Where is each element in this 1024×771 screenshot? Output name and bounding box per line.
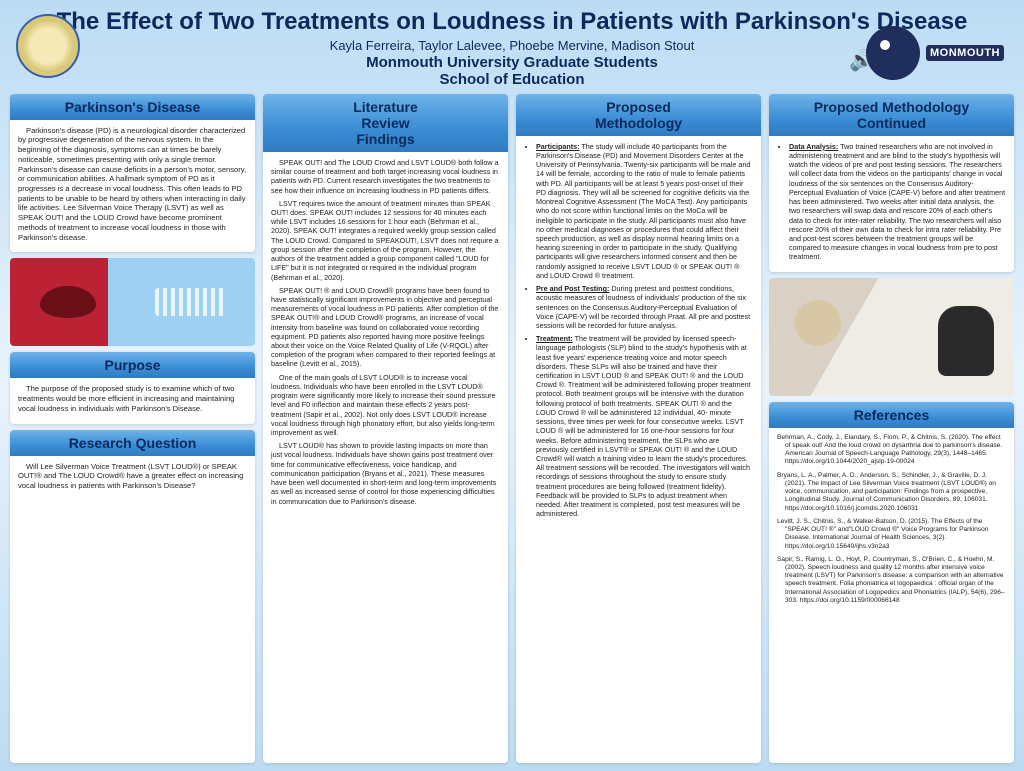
lit-p2: LSVT requires twice the amount of treatm… [271,199,500,282]
prepost-label: Pre and Post Testing: [536,284,609,293]
card-purpose: Purpose The purpose of the proposed stud… [10,352,255,423]
columns: Parkinson's Disease Parkinson's disease … [10,94,1014,763]
treatment-item: Treatment: The treatment will be provide… [536,334,753,518]
card-heading: Proposed MethodologyContinued [769,94,1014,136]
card-research-question: Research Question Will Lee Silverman Voi… [10,430,255,763]
card-heading: LiteratureReviewFindings [263,94,508,152]
card-body: Will Lee Silverman Voice Treatment (LSVT… [10,456,255,501]
ref-1: Behrman, A., Cody, J., Elandary, S., Flo… [777,434,1006,467]
lit-p3: SPEAK OUT! ® and LOUD Crowd® programs ha… [271,286,500,369]
lit-p1: SPEAK OUT! and The LOUD Crowd and LSVT L… [271,158,500,195]
ref-3: Levitt, J. S., Chitnis, S., & Walker-Bat… [777,518,1006,551]
heading-text: LiteratureReviewFindings [353,99,418,147]
card-references: References Behrman, A., Cody, J., Elanda… [769,402,1014,763]
column-1: Parkinson's Disease Parkinson's disease … [10,94,255,763]
participants-label: Participants: [536,142,580,151]
slp-session-image [769,278,1014,396]
card-body: The purpose of the proposed study is to … [10,378,255,423]
university-seal-icon [16,14,80,78]
university-logo: MONMOUTH [866,26,1004,80]
card-heading: ProposedMethodology [516,94,761,136]
pd-text: Parkinson's disease (PD) is a neurologic… [18,126,247,243]
lit-p4: One of the main goals of LSVT LOUD® is t… [271,373,500,438]
column-2: LiteratureReviewFindings SPEAK OUT! and … [263,94,508,763]
card-lit-review: LiteratureReviewFindings SPEAK OUT! and … [263,94,508,763]
treatment-text: The treatment will be provided by licens… [536,334,751,518]
poster-title: The Effect of Two Treatments on Loudness… [10,8,1014,36]
mouth-soundwave-image [10,258,255,346]
hawk-icon [866,26,920,80]
prepost-item: Pre and Post Testing: During pretest and… [536,284,753,330]
column-4: Proposed MethodologyContinued Data Analy… [769,94,1014,763]
data-label: Data Analysis: [789,142,838,151]
poster-root: 🔊 MONMOUTH The Effect of Two Treatments … [0,0,1024,771]
card-methodology-cont: Proposed MethodologyContinued Data Analy… [769,94,1014,272]
poster-header: 🔊 MONMOUTH The Effect of Two Treatments … [10,8,1014,88]
card-methodology: ProposedMethodology Participants: The st… [516,94,761,763]
card-heading: Parkinson's Disease [10,94,255,120]
card-body: Participants: The study will include 40 … [516,136,761,529]
lit-p5: LSVT LOUD® has shown to provide lasting … [271,441,500,506]
participants-text: The study will include 40 participants f… [536,142,750,280]
ref-2: Bryans, L. A., Palmer, A. D., Anderson, … [777,472,1006,513]
data-text: Two trained researchers who are not invo… [789,142,1005,262]
card-body: Parkinson's disease (PD) is a neurologic… [10,120,255,253]
column-3: ProposedMethodology Participants: The st… [516,94,761,763]
ref-4: Sapir, S., Ramig, L. O., Hoyt, P., Count… [777,556,1006,605]
card-parkinsons: Parkinson's Disease Parkinson's disease … [10,94,255,253]
school: School of Education [10,71,1014,88]
card-heading: References [769,402,1014,428]
purpose-text: The purpose of the proposed study is to … [18,384,247,413]
participants-item: Participants: The study will include 40 … [536,142,753,280]
logo-text: MONMOUTH [926,45,1004,61]
treatment-label: Treatment: [536,334,573,343]
data-analysis-item: Data Analysis: Two trained researchers w… [789,142,1006,262]
card-body: Behrman, A., Cody, J., Elandary, S., Flo… [769,428,1014,616]
card-heading: Purpose [10,352,255,378]
card-body: SPEAK OUT! and The LOUD Crowd and LSVT L… [263,152,508,516]
rq-text: Will Lee Silverman Voice Treatment (LSVT… [18,462,247,491]
card-heading: Research Question [10,430,255,456]
card-body: Data Analysis: Two trained researchers w… [769,136,1014,272]
